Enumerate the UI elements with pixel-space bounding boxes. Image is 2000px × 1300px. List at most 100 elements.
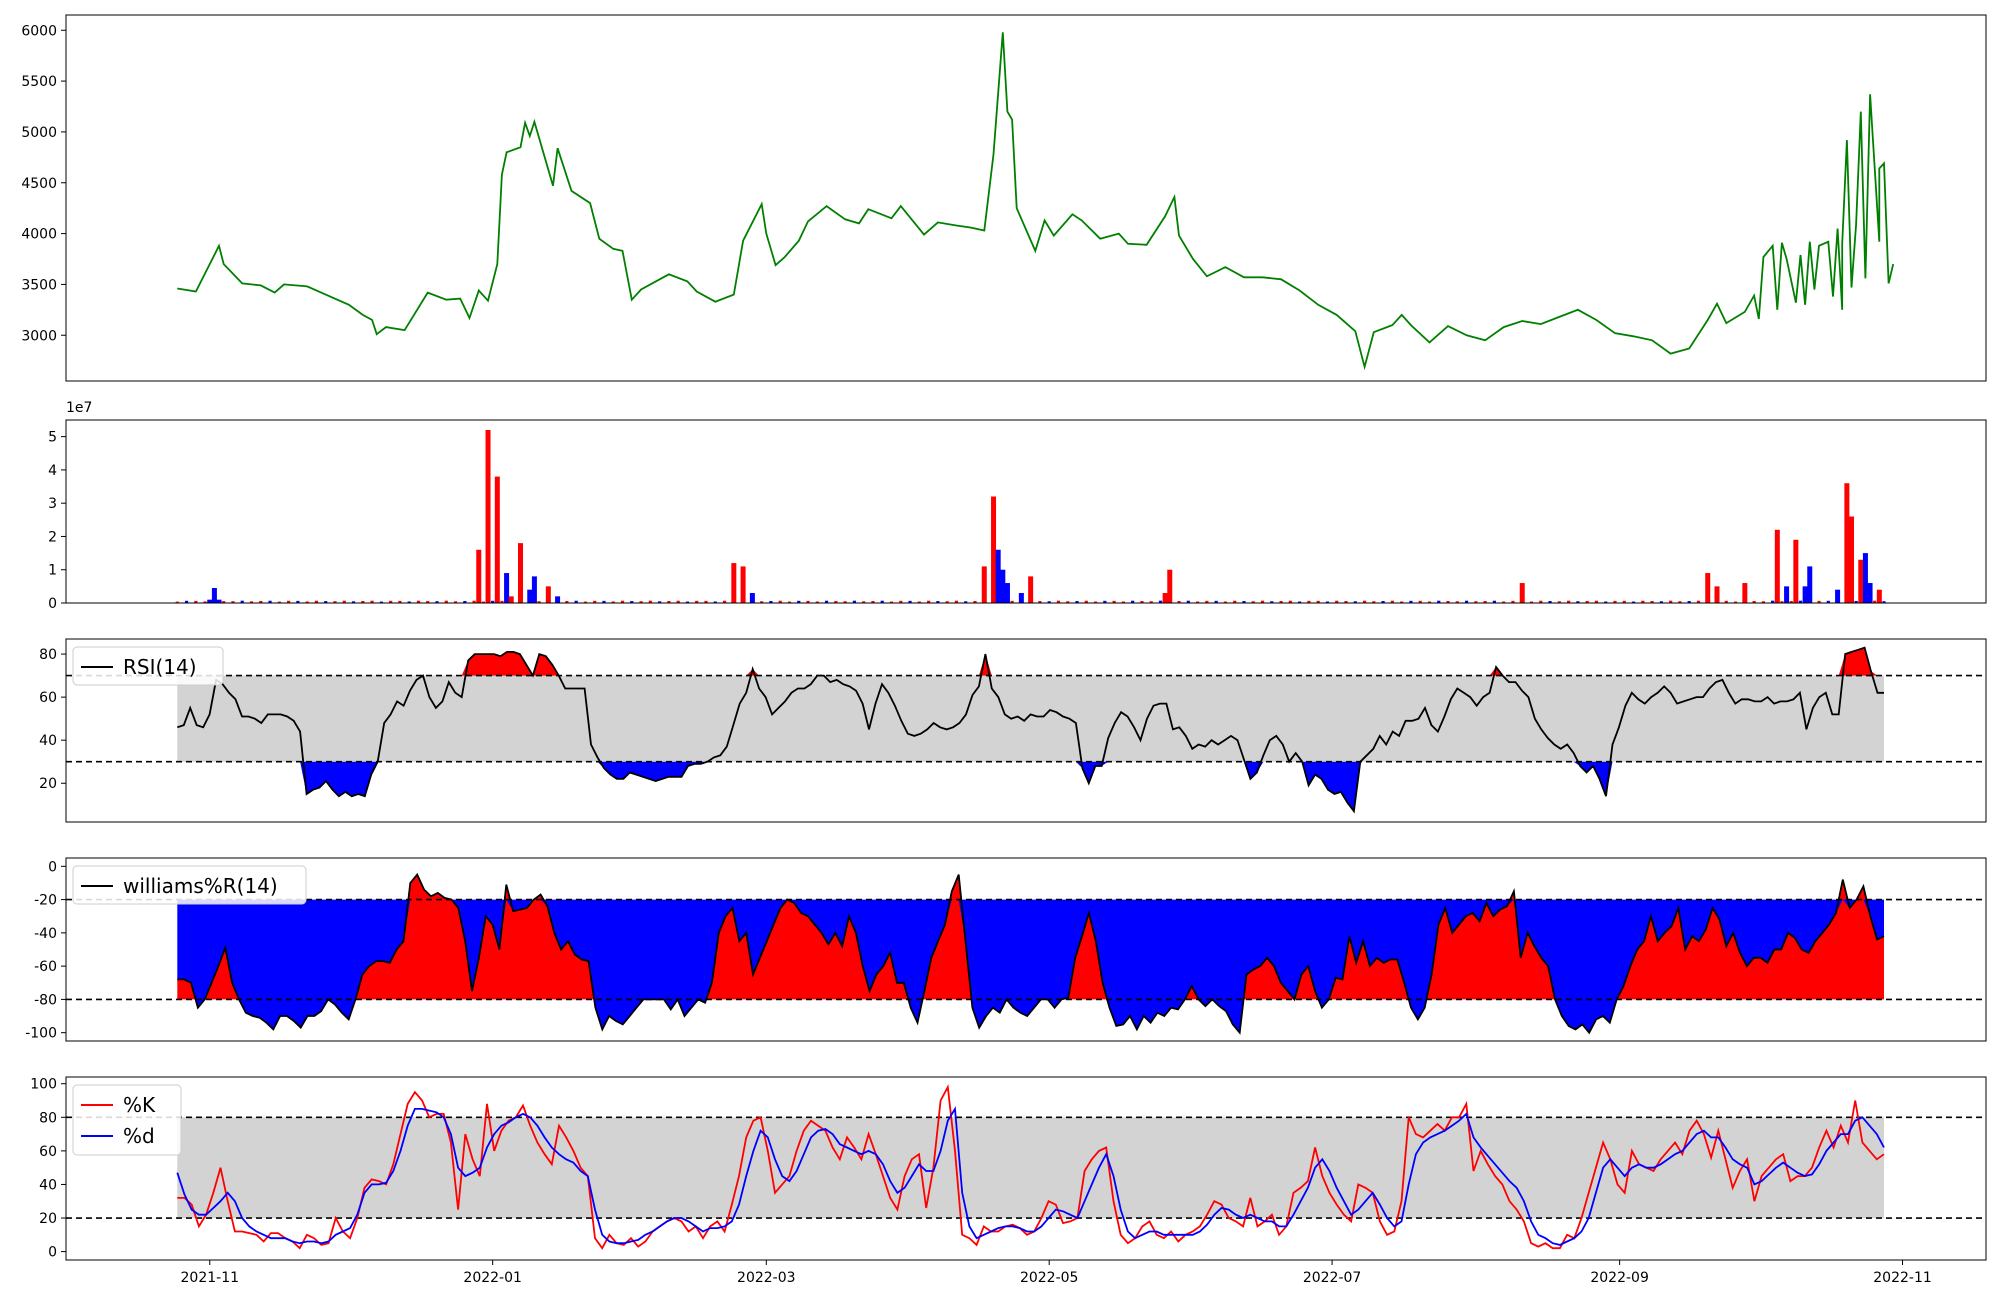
volume-bar bbox=[1492, 600, 1497, 603]
volume-bar bbox=[1167, 569, 1173, 603]
volume-bar bbox=[1867, 583, 1873, 603]
volume-bar bbox=[1780, 601, 1784, 603]
plot-frame bbox=[65, 638, 1987, 823]
volume-bar bbox=[537, 601, 541, 603]
volume-bar bbox=[1279, 601, 1283, 603]
volume-bar bbox=[175, 601, 179, 603]
volume-bar bbox=[1242, 601, 1246, 603]
volume-bar bbox=[704, 600, 708, 603]
volume-bar bbox=[1724, 600, 1728, 603]
volume-bar bbox=[1742, 583, 1748, 603]
volume-bar bbox=[1344, 601, 1348, 603]
volume-bar bbox=[787, 601, 792, 603]
volume-bar bbox=[1325, 601, 1330, 603]
y-tick-label: 80 bbox=[39, 1110, 57, 1126]
volume-bar bbox=[1427, 601, 1432, 603]
volume-bar bbox=[1186, 600, 1190, 603]
y-tick-label: -60 bbox=[34, 959, 57, 975]
y-tick-label: 5500 bbox=[21, 74, 57, 90]
volume-bar bbox=[1149, 601, 1153, 603]
oversold-fill bbox=[177, 899, 1884, 1033]
x-tick-label: 2021-11 bbox=[181, 1270, 240, 1286]
rsi-panel: 20 40 60 80 RSI(14) bbox=[39, 638, 1987, 823]
volume-bar bbox=[277, 601, 281, 603]
volume-bar bbox=[1446, 601, 1450, 603]
volume-bar bbox=[602, 600, 606, 603]
volume-bar bbox=[287, 600, 291, 603]
volume-bar bbox=[981, 566, 987, 603]
volume-bar bbox=[1162, 593, 1168, 603]
volume-bar bbox=[1669, 600, 1673, 603]
volume-bar bbox=[1585, 601, 1589, 603]
volume-bar bbox=[1733, 601, 1738, 603]
neutral-band bbox=[177, 1117, 1884, 1219]
y-tick-label: 3000 bbox=[21, 328, 57, 344]
volume-bar bbox=[1335, 600, 1339, 603]
volume-bar bbox=[871, 600, 875, 603]
volume-bar bbox=[1798, 600, 1803, 603]
volume-bar bbox=[611, 601, 615, 603]
volume-bar bbox=[954, 600, 959, 603]
volume-bar bbox=[620, 600, 625, 603]
volume-bar bbox=[1817, 600, 1821, 603]
volume-bar bbox=[1093, 601, 1098, 603]
x-tick-label: 2022-01 bbox=[463, 1270, 522, 1286]
volume-bar bbox=[1793, 539, 1799, 603]
volume-bar bbox=[1511, 600, 1515, 603]
volume-bar bbox=[444, 600, 448, 603]
y-tick-label: 6000 bbox=[21, 23, 57, 39]
volume-bar bbox=[1557, 601, 1561, 603]
volume-bar bbox=[1288, 600, 1292, 603]
volume-bar bbox=[324, 601, 328, 603]
y-tick-label: 0 bbox=[48, 859, 57, 875]
volume-bar bbox=[797, 600, 801, 603]
volume-bar bbox=[1784, 586, 1790, 603]
volume-bar bbox=[630, 601, 634, 603]
volume-bar bbox=[531, 576, 537, 603]
volume-bar bbox=[1038, 601, 1042, 603]
volume-bar bbox=[426, 601, 430, 603]
volume-bar bbox=[1018, 593, 1024, 603]
volume-bar bbox=[1307, 600, 1311, 603]
y-tick-label: 0 bbox=[48, 1245, 57, 1261]
volume-bar bbox=[1316, 600, 1320, 603]
volume-bar bbox=[1418, 600, 1422, 603]
volume-bar bbox=[491, 600, 495, 603]
volume-bar bbox=[565, 600, 569, 603]
y-tick-label: 4000 bbox=[21, 227, 57, 243]
volume-bar bbox=[481, 601, 485, 603]
volume-bar bbox=[222, 601, 226, 603]
y-tick-label: 0 bbox=[48, 596, 57, 612]
x-tick-label: 2022-05 bbox=[1020, 1270, 1079, 1286]
volume-bar bbox=[1390, 600, 1394, 603]
volume-bar bbox=[1882, 601, 1886, 603]
y-tick-label: 20 bbox=[39, 776, 57, 792]
volume-bar bbox=[1084, 600, 1088, 603]
volume-bar bbox=[824, 600, 829, 603]
volume-bar bbox=[1807, 566, 1813, 603]
volume-bar bbox=[995, 549, 1001, 603]
volume-bar bbox=[1004, 583, 1010, 603]
y-tick-label: 100 bbox=[30, 1077, 57, 1093]
volume-bar bbox=[1876, 589, 1882, 603]
volume-bar bbox=[991, 496, 997, 603]
overbought-fill bbox=[177, 647, 1884, 676]
volume-bar bbox=[1687, 601, 1691, 603]
volume-bar bbox=[305, 601, 309, 603]
overbought-fill bbox=[177, 874, 1884, 1000]
y-tick-label: 40 bbox=[39, 1177, 57, 1193]
volume-bar bbox=[806, 600, 810, 603]
plot-frame bbox=[65, 419, 1987, 604]
price-line bbox=[177, 32, 1895, 371]
volume-bar bbox=[1047, 601, 1051, 603]
volume-bar bbox=[1270, 601, 1274, 603]
volume-bar bbox=[453, 601, 458, 603]
series-line bbox=[176, 1106, 1885, 1246]
volume-bar bbox=[508, 596, 514, 603]
volume-bar bbox=[740, 566, 746, 603]
volume-bar bbox=[500, 600, 504, 603]
volume-bar bbox=[769, 600, 773, 603]
volume-bar bbox=[1826, 600, 1830, 603]
volume-bar bbox=[1131, 600, 1135, 603]
plot-frame bbox=[65, 857, 1987, 1042]
